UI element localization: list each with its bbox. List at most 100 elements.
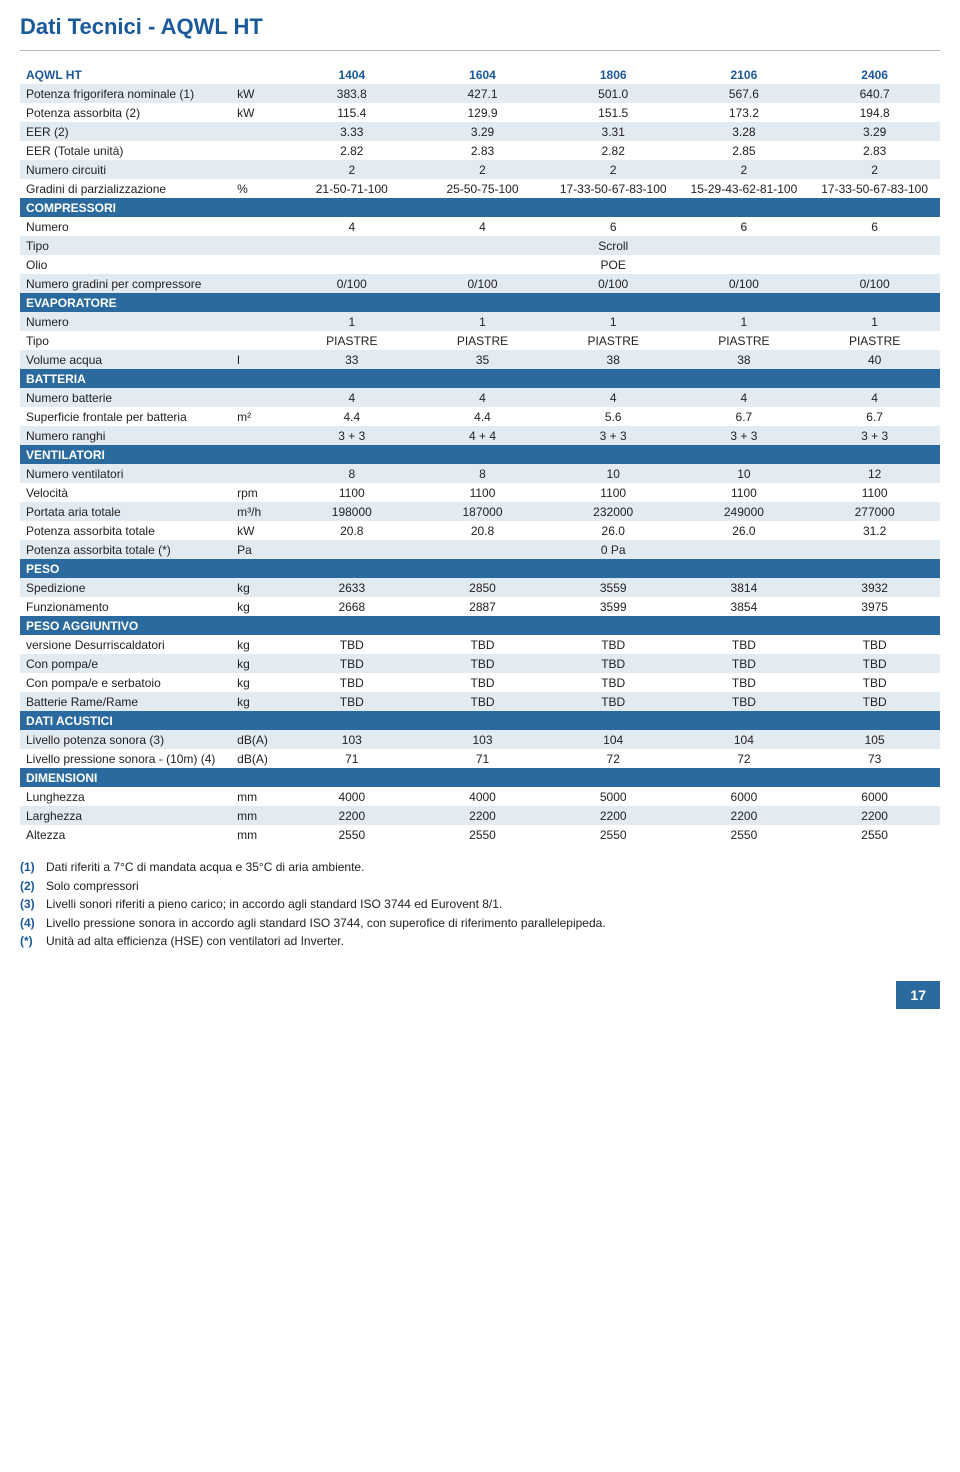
- row-label: Batterie Rame/Rame: [20, 692, 231, 711]
- row-value-0: PIASTRE: [286, 331, 417, 350]
- row-unit: [231, 426, 286, 445]
- row-value-3: 72: [679, 749, 810, 768]
- row-value-2: 3.31: [548, 122, 679, 141]
- section-heading: EVAPORATORE: [20, 293, 940, 312]
- row-value-3: 2200: [679, 806, 810, 825]
- row-value-3: 10: [679, 464, 810, 483]
- page-title: Dati Tecnici - AQWL HT: [0, 0, 960, 48]
- row-unit: kW: [231, 84, 286, 103]
- row-value-0: 2668: [286, 597, 417, 616]
- row-unit: rpm: [231, 483, 286, 502]
- footnote-text: Dati riferiti a 7°C di mandata acqua e 3…: [46, 860, 364, 874]
- row-value-1: TBD: [417, 692, 548, 711]
- row-value-3: TBD: [679, 692, 810, 711]
- row-unit: [231, 236, 286, 255]
- row-value-4: PIASTRE: [809, 331, 940, 350]
- row-value-0: 3.33: [286, 122, 417, 141]
- row-value-4: 2: [809, 160, 940, 179]
- row-value-1: TBD: [417, 673, 548, 692]
- row-label: Tipo: [20, 236, 231, 255]
- row-value-1: TBD: [417, 635, 548, 654]
- row-value-2: 38: [548, 350, 679, 369]
- row-value-2: 3 + 3: [548, 426, 679, 445]
- row-label: Potenza assorbita totale (*): [20, 540, 231, 559]
- row-value-4: 31.2: [809, 521, 940, 540]
- row-value-2: TBD: [548, 673, 679, 692]
- row-value-1: 4 + 4: [417, 426, 548, 445]
- section-heading: DATI ACUSTICI: [20, 711, 940, 730]
- row-value-0: 4: [286, 388, 417, 407]
- row-value-4: 3932: [809, 578, 940, 597]
- row-label: Potenza assorbita totale: [20, 521, 231, 540]
- row-label: Numero batterie: [20, 388, 231, 407]
- row-label: Numero: [20, 217, 231, 236]
- row-span-value: POE: [286, 255, 940, 274]
- footnote-index: (1): [20, 858, 46, 877]
- row-value-2: 5000: [548, 787, 679, 806]
- row-value-1: 3.29: [417, 122, 548, 141]
- section-heading: DIMENSIONI: [20, 768, 940, 787]
- row-value-2: 0/100: [548, 274, 679, 293]
- row-value-1: 2887: [417, 597, 548, 616]
- row-label: Spedizione: [20, 578, 231, 597]
- row-value-1: 25-50-75-100: [417, 179, 548, 198]
- row-value-4: 3.29: [809, 122, 940, 141]
- row-unit: mm: [231, 825, 286, 844]
- row-value-1: 2550: [417, 825, 548, 844]
- row-value-2: 5.6: [548, 407, 679, 426]
- row-unit: [231, 122, 286, 141]
- row-value-0: 33: [286, 350, 417, 369]
- row-span-value: Scroll: [286, 236, 940, 255]
- row-value-3: 3814: [679, 578, 810, 597]
- row-value-3: 104: [679, 730, 810, 749]
- section-heading: PESO AGGIUNTIVO: [20, 616, 940, 635]
- row-value-4: 6000: [809, 787, 940, 806]
- row-value-0: TBD: [286, 635, 417, 654]
- row-value-2: 2: [548, 160, 679, 179]
- row-value-3: 567.6: [679, 84, 810, 103]
- footnote-index: (3): [20, 895, 46, 914]
- row-value-4: 12: [809, 464, 940, 483]
- row-value-0: 4.4: [286, 407, 417, 426]
- row-value-3: 249000: [679, 502, 810, 521]
- row-unit: Pa: [231, 540, 286, 559]
- row-value-2: 10: [548, 464, 679, 483]
- row-unit: [231, 388, 286, 407]
- row-value-3: 2: [679, 160, 810, 179]
- section-heading: BATTERIA: [20, 369, 940, 388]
- row-unit: m³/h: [231, 502, 286, 521]
- row-value-0: 0/100: [286, 274, 417, 293]
- row-value-1: 4: [417, 388, 548, 407]
- row-value-1: 35: [417, 350, 548, 369]
- row-label: Numero ranghi: [20, 426, 231, 445]
- row-value-2: 1100: [548, 483, 679, 502]
- row-label: Livello potenza sonora (3): [20, 730, 231, 749]
- row-label: EER (2): [20, 122, 231, 141]
- row-value-3: 6.7: [679, 407, 810, 426]
- row-value-1: 4000: [417, 787, 548, 806]
- row-value-0: 71: [286, 749, 417, 768]
- row-unit: [231, 331, 286, 350]
- row-value-2: 2.82: [548, 141, 679, 160]
- row-value-4: 6: [809, 217, 940, 236]
- row-value-2: 26.0: [548, 521, 679, 540]
- row-value-3: 6000: [679, 787, 810, 806]
- row-value-2: 1: [548, 312, 679, 331]
- footnote-index: (4): [20, 914, 46, 933]
- row-value-4: 277000: [809, 502, 940, 521]
- row-value-3: 4: [679, 388, 810, 407]
- row-value-1: 2: [417, 160, 548, 179]
- row-value-2: 2550: [548, 825, 679, 844]
- row-value-4: 1: [809, 312, 940, 331]
- model-col-4: 2406: [809, 65, 940, 84]
- row-unit: m²: [231, 407, 286, 426]
- row-value-4: 640.7: [809, 84, 940, 103]
- footnote: (4)Livello pressione sonora in accordo a…: [20, 914, 940, 933]
- row-value-4: 2.83: [809, 141, 940, 160]
- row-value-3: PIASTRE: [679, 331, 810, 350]
- row-value-4: 194.8: [809, 103, 940, 122]
- footnote: (3)Livelli sonori riferiti a pieno caric…: [20, 895, 940, 914]
- row-value-2: 3599: [548, 597, 679, 616]
- row-value-4: 4: [809, 388, 940, 407]
- row-label: Tipo: [20, 331, 231, 350]
